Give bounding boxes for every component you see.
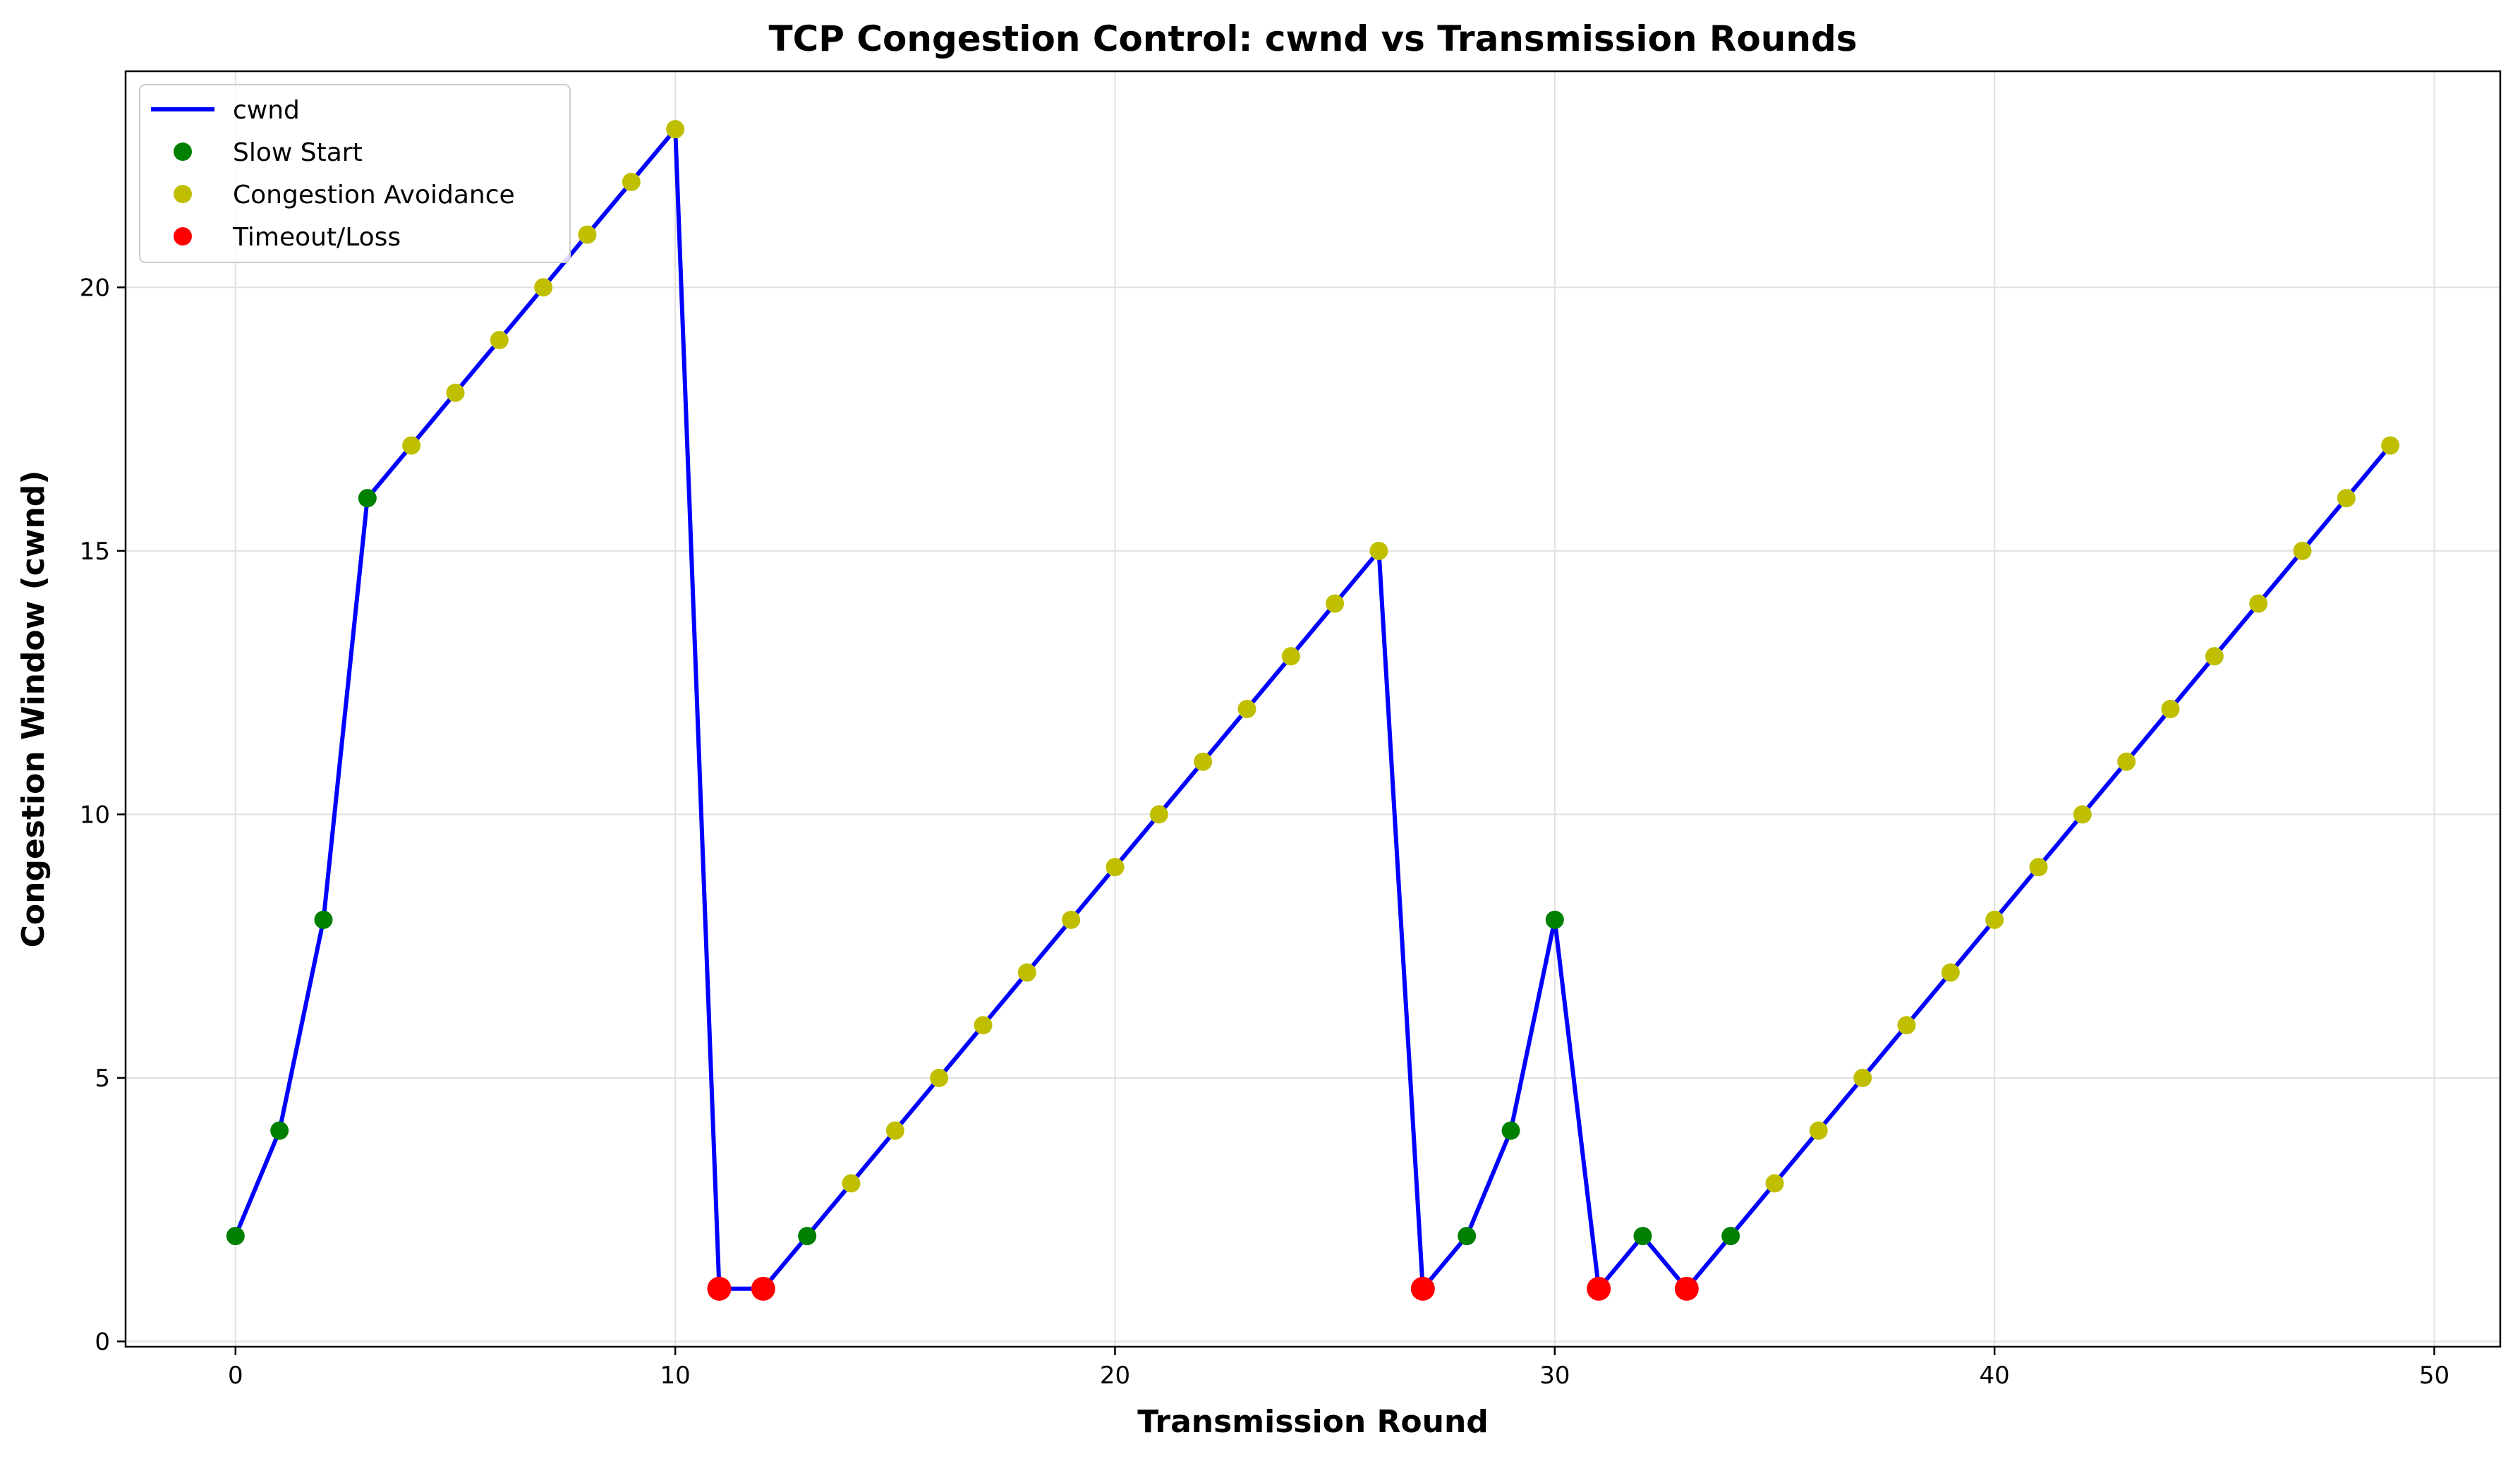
y-tick-label: 15 [80, 538, 110, 566]
congestion-avoidance-point [1809, 1121, 1828, 1140]
congestion-avoidance-point [622, 172, 641, 191]
x-axis-label: Transmission Round [1137, 1404, 1489, 1440]
timeout-loss-point [751, 1276, 775, 1301]
congestion-avoidance-point [1941, 963, 1960, 982]
congestion-avoidance-point [1237, 700, 1256, 718]
x-tick-label: 30 [1539, 1362, 1570, 1390]
congestion-avoidance-point [1194, 752, 1213, 771]
y-axis-label: Congestion Window (cwnd) [16, 471, 52, 948]
legend-label-timeout-loss: Timeout/Loss [232, 223, 401, 252]
congestion-avoidance-point [1985, 910, 2004, 929]
congestion-avoidance-point [666, 120, 685, 139]
congestion-avoidance-point [1369, 541, 1388, 560]
congestion-avoidance-point [1149, 805, 1168, 824]
slow-start-point [1501, 1121, 1520, 1140]
slow-start-point [226, 1227, 245, 1246]
timeout-loss-point [1587, 1276, 1611, 1301]
slow-start-point [798, 1227, 817, 1246]
congestion-avoidance-point [402, 436, 421, 455]
timeout-loss-point [707, 1276, 732, 1301]
legend-swatch-timeout-loss [174, 227, 192, 245]
congestion-avoidance-point [1326, 594, 1345, 613]
x-tick-label: 50 [2419, 1362, 2449, 1390]
cwnd-line [234, 127, 2392, 1291]
legend-swatch-slow-start [174, 143, 192, 161]
legend-box [139, 84, 571, 263]
congestion-avoidance-point [2117, 752, 2136, 771]
slow-start-point [314, 910, 333, 929]
x-tick-label: 40 [1980, 1362, 2010, 1390]
legend: cwnd Slow Start Congestion Avoidance Tim… [139, 84, 571, 263]
slow-start-point [1633, 1227, 1652, 1246]
x-tick-label: 0 [228, 1362, 243, 1390]
congestion-avoidance-point [578, 225, 597, 244]
congestion-avoidance-point [1105, 858, 1125, 877]
legend-label-slow-start: Slow Start [233, 138, 363, 167]
legend-swatch-congestion-avoidance [174, 185, 192, 203]
grid [126, 71, 2500, 1347]
timeout-loss-point [1410, 1276, 1435, 1301]
plot-area [226, 120, 2400, 1301]
congestion-avoidance-point [2205, 647, 2224, 666]
slow-start-point [1721, 1227, 1740, 1246]
congestion-avoidance-point [2161, 700, 2180, 718]
congestion-avoidance-point [2029, 858, 2048, 877]
congestion-avoidance-point [1897, 1016, 1916, 1035]
congestion-avoidance-point [2381, 436, 2400, 455]
slow-start-point [270, 1121, 289, 1140]
congestion-avoidance-point [1062, 910, 1081, 929]
y-tick-label: 10 [80, 801, 110, 829]
y-axis: 0 5 10 15 20 [80, 274, 126, 1357]
congestion-avoidance-point [1017, 963, 1036, 982]
legend-label-congestion-avoidance: Congestion Avoidance [233, 181, 515, 210]
congestion-avoidance-point [2249, 594, 2268, 613]
congestion-avoidance-point [490, 331, 509, 350]
congestion-avoidance-point [974, 1016, 993, 1035]
congestion-avoidance-point [2337, 489, 2356, 508]
congestion-avoidance-point [930, 1068, 949, 1087]
slow-start-point [1458, 1227, 1477, 1246]
congestion-avoidance-point [885, 1121, 904, 1140]
timeout-loss-point [1674, 1276, 1699, 1301]
slow-start-point [1545, 910, 1564, 929]
legend-label-cwnd: cwnd [233, 96, 300, 125]
plot-frame [124, 70, 2502, 1348]
y-tick-label: 5 [95, 1065, 110, 1093]
x-tick-label: 20 [1100, 1362, 1130, 1390]
congestion-avoidance-point [1765, 1174, 1784, 1193]
congestion-avoidance-point [534, 278, 553, 297]
x-tick-label: 10 [660, 1362, 691, 1390]
congestion-avoidance-point [2073, 805, 2092, 824]
y-tick-label: 20 [80, 274, 110, 302]
congestion-avoidance-point [842, 1174, 861, 1193]
congestion-avoidance-point [2293, 541, 2312, 560]
congestion-avoidance-point [1853, 1068, 1872, 1087]
congestion-avoidance-point [1281, 647, 1300, 666]
congestion-avoidance-point [446, 383, 465, 402]
y-tick-label: 0 [95, 1328, 110, 1357]
x-axis: 0 10 20 30 40 50 [228, 1347, 2449, 1390]
chart-title: TCP Congestion Control: cwnd vs Transmis… [768, 18, 1857, 59]
slow-start-point [358, 489, 377, 508]
